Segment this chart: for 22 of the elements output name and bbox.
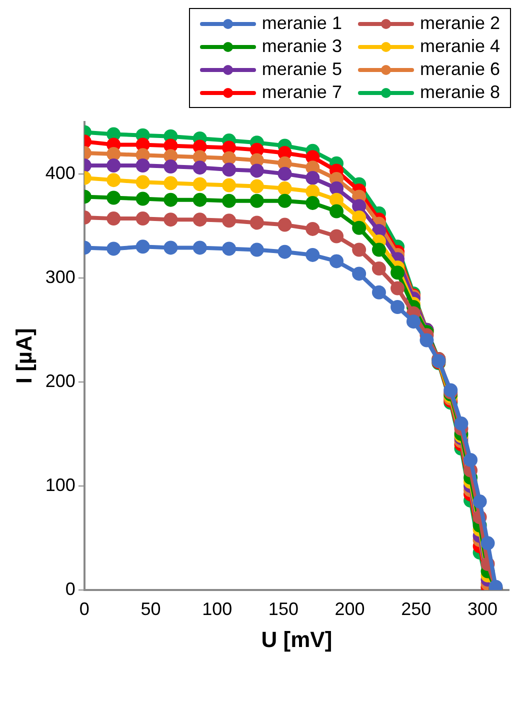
legend-label: meranie 7 — [262, 82, 342, 103]
x-tick-label: 300 — [467, 598, 498, 619]
x-tick-label: 50 — [140, 598, 161, 619]
legend-label: meranie 3 — [262, 36, 342, 57]
legend-label: meranie 6 — [420, 59, 500, 80]
x-tick-label: 150 — [268, 598, 298, 619]
y-axis-title: I [µA] — [11, 328, 36, 384]
legend-label: meranie 4 — [420, 36, 500, 57]
x-tick-label: 100 — [202, 598, 232, 619]
legend-label: meranie 8 — [420, 82, 500, 103]
x-tick-label: 250 — [401, 598, 432, 619]
legend-label: meranie 1 — [262, 13, 342, 34]
legend-label: meranie 5 — [262, 59, 342, 80]
y-tick-label: 300 — [45, 266, 76, 287]
y-tick-label: 0 — [65, 578, 76, 599]
x-axis-title: U [mV] — [261, 626, 332, 652]
y-tick-label: 100 — [45, 474, 76, 495]
x-tick-label: 0 — [79, 598, 90, 619]
legend-label: meranie 2 — [420, 13, 500, 34]
x-tick-label: 200 — [334, 598, 365, 619]
y-tick-label: 400 — [45, 162, 76, 183]
y-tick-label: 200 — [45, 370, 76, 391]
